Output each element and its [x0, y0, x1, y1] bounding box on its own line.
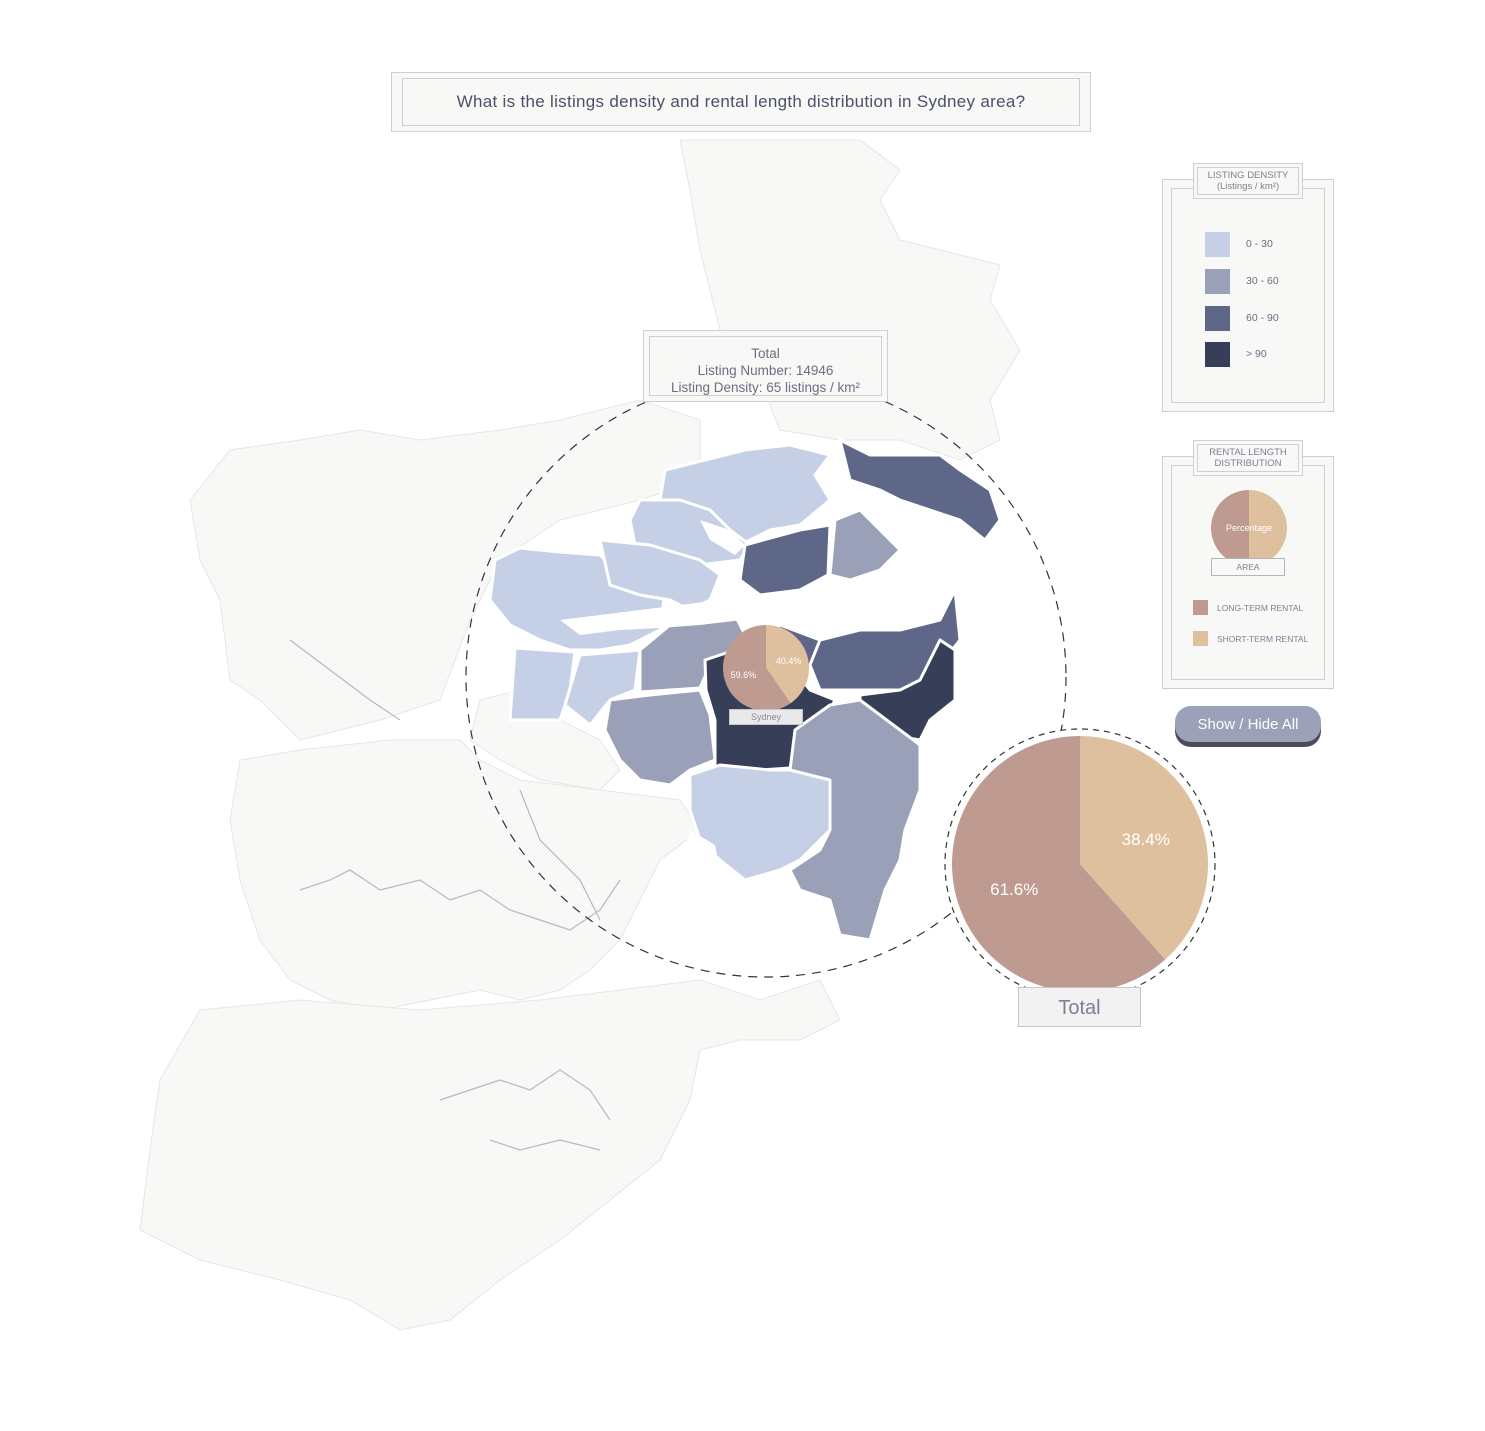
- southern-boundary: [519, 789, 601, 921]
- show-hide-all-button[interactable]: Show / Hide All: [1175, 706, 1321, 742]
- page-title: What is the listings density and rental …: [402, 78, 1080, 126]
- density-label: 30 - 60: [1246, 275, 1279, 287]
- region-landmass: [139, 139, 1021, 1331]
- density-legend-item: 60 - 90: [1205, 305, 1279, 331]
- harbour-water: [560, 520, 940, 870]
- total-listing-number: Listing Number: 14946: [697, 363, 834, 378]
- pie-slice-short-term[interactable]: [766, 625, 809, 704]
- rental-legend-title-line1: RENTAL LENGTH: [1209, 447, 1287, 458]
- density-legend-item: 30 - 60: [1205, 268, 1279, 294]
- legend-pie-text: Percentage: [1226, 523, 1272, 533]
- total-heading: Total: [751, 346, 780, 361]
- port-hacking: [439, 1069, 611, 1121]
- western-boundary: [289, 639, 401, 721]
- density-legend-title-line2: (Listings / km²): [1216, 181, 1280, 192]
- suburb-mosman[interactable]: [828, 508, 902, 582]
- legend-pie-long-term: [1211, 490, 1249, 566]
- density-legend-item: 0 - 30: [1205, 231, 1273, 257]
- rental-legend-item: LONG-TERM RENTAL: [1193, 600, 1303, 615]
- rental-legend: RENTAL LENGTH DISTRIBUTION Percentage AR…: [1162, 440, 1334, 689]
- sutherland-land: [139, 979, 841, 1331]
- rental-legend-item: SHORT-TERM RENTAL: [1193, 631, 1308, 646]
- suburb-auburn[interactable]: [508, 646, 577, 722]
- total-pie-chart[interactable]: 61.6% 38.4%: [952, 736, 1209, 992]
- suburb-manly[interactable]: [838, 438, 1002, 542]
- density-legend-item: > 90: [1205, 341, 1267, 367]
- title-box: What is the listings density and rental …: [391, 72, 1091, 132]
- density-swatch-over-90: [1205, 341, 1230, 367]
- pie-slice-long-term[interactable]: [723, 625, 791, 711]
- pie-slice-short-term[interactable]: [1080, 736, 1209, 960]
- density-label: 0 - 30: [1246, 238, 1273, 250]
- pie-label-long-term: 61.6%: [990, 880, 1038, 899]
- west-land: [189, 399, 701, 741]
- botany-bay: [685, 830, 720, 870]
- density-swatch-60-90: [1205, 305, 1230, 331]
- short-term-label: SHORT-TERM RENTAL: [1217, 633, 1309, 644]
- density-legend: LISTING DENSITY (Listings / km²) 0 - 30 …: [1162, 163, 1334, 412]
- legend-pie-short-term: [1249, 490, 1287, 566]
- legend-area-label: AREA: [1211, 558, 1285, 576]
- parramatta-river: [560, 600, 745, 635]
- suburb-randwick[interactable]: [788, 698, 922, 942]
- northern-beaches-land: [679, 139, 1021, 461]
- total-area-label: Total: [1018, 987, 1141, 1027]
- pie-label-short-term: 40.4%: [776, 656, 802, 666]
- pie-slice-long-term[interactable]: [952, 736, 1166, 992]
- southern-creek: [489, 1139, 601, 1151]
- density-legend-title: LISTING DENSITY (Listings / km²): [1193, 163, 1303, 199]
- density-legend-title-line1: LISTING DENSITY: [1207, 170, 1289, 181]
- pie-label-short-term: 38.4%: [1122, 830, 1170, 849]
- legend-example-pie: Percentage: [1211, 490, 1287, 566]
- short-term-swatch: [1193, 631, 1208, 646]
- long-term-label: LONG-TERM RENTAL: [1217, 602, 1304, 613]
- long-term-swatch: [1193, 600, 1208, 615]
- total-listing-density: Listing Density: 65 listings / km²: [670, 380, 861, 395]
- suburb-willoughby[interactable]: [738, 523, 832, 597]
- total-summary-box: Total Listing Number: 14946 Listing Dens…: [643, 330, 888, 402]
- density-swatch-0-30: [1205, 231, 1230, 257]
- pie-label-long-term: 59.6%: [731, 670, 757, 680]
- sydney-pie-chart[interactable]: 59.6% 40.4%: [723, 625, 809, 711]
- rental-legend-title: RENTAL LENGTH DISTRIBUTION: [1193, 440, 1303, 476]
- georges-river: [299, 869, 621, 931]
- south-west-land: [229, 739, 701, 1011]
- rivers: [289, 639, 621, 1151]
- suburb-burwood-canterbury[interactable]: [603, 688, 717, 787]
- lane-cove-river: [700, 520, 745, 555]
- rental-legend-title-line2: DISTRIBUTION: [1214, 458, 1282, 469]
- sydney-area-label: Sydney: [729, 709, 803, 725]
- density-label: 60 - 90: [1246, 312, 1279, 324]
- sydney-harbour: [740, 560, 940, 630]
- density-swatch-30-60: [1205, 268, 1230, 294]
- density-label: > 90: [1246, 348, 1267, 360]
